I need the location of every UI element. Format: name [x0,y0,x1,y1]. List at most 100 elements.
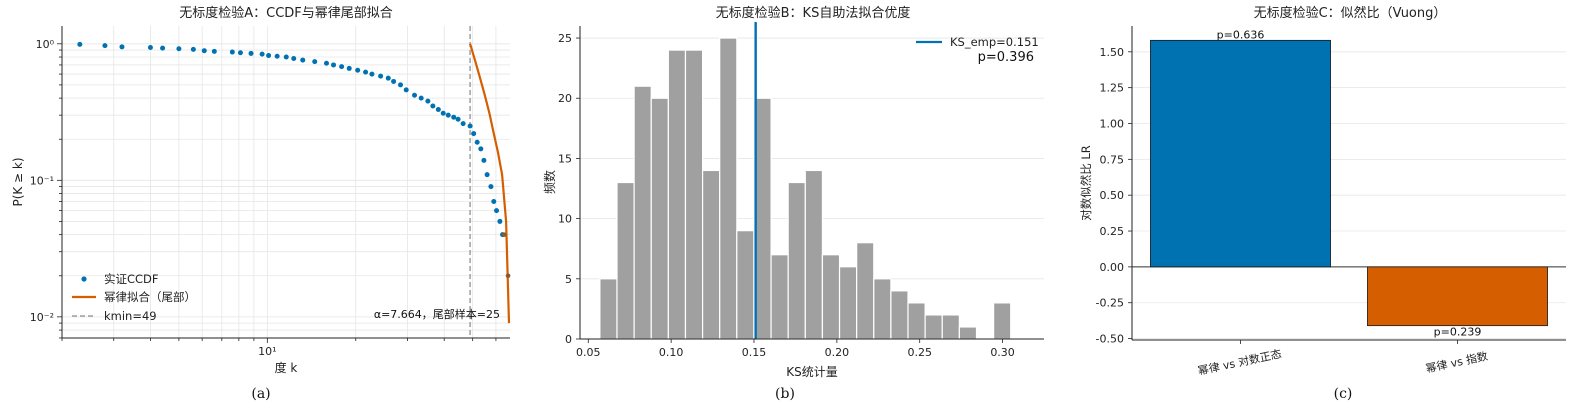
ccdf-point [460,121,466,127]
panel-b-caption: (b) [775,386,795,402]
x-tick-label: 幂律 vs 对数正态 [1197,346,1283,377]
ccdf-point [77,41,83,47]
y-tick-label: 10⁻² [30,311,54,324]
histogram-bar [616,181,635,340]
ccdf-point [378,73,384,79]
histogram-bar [924,314,943,340]
panel-a-ylabel: P(K ≥ k) [11,157,25,206]
histogram-bar [958,326,978,340]
panel-a-xlabel: 度 k [275,360,298,375]
panel-b-ticks: 0 5 10 15 20 25 0.05 0.10 0.15 0.20 0.25 0.30 [558,32,1015,359]
lr-bar [1150,39,1331,268]
ccdf-point [300,57,306,63]
ccdf-point [418,95,424,101]
ccdf-point [147,44,153,50]
y-tick-label: 0 [565,333,572,346]
ccdf-point [102,43,108,49]
panel-a-annotation: α=7.664，尾部样本=25 [374,307,500,321]
panel-a-grid [61,26,510,339]
histogram-bar [650,97,669,340]
panel-b-title: 无标度检验B：KS自助法拟合优度 [716,5,911,21]
legend-label-ccdf: 实证CCDF [104,272,159,286]
legend-label-ks-emp: KS_emp=0.151 [950,35,1039,49]
ccdf-point [494,208,500,214]
y-tick-label: 10⁻¹ [30,174,54,187]
histogram-bar [907,302,926,340]
ccdf-point [363,69,369,75]
ccdf-point [323,60,329,66]
panel-c-ylabel: 对数似然比 LR [1079,145,1093,221]
ccdf-point [331,62,337,68]
y-tick-label: 25 [558,32,572,45]
ccdf-point [471,131,477,137]
x-tick-label: 0.25 [907,346,932,359]
x-tick-label: 0.15 [742,346,767,359]
histogram-bar [787,181,806,340]
ccdf-point [291,56,297,62]
histogram-bar [667,49,687,340]
lr-bar [1367,266,1548,327]
histogram-bar [804,169,824,340]
panel-a-marks [77,26,511,338]
panel-b-xlabel: KS统计量 [786,365,838,379]
panel-a-title: 无标度检验A：CCDF与幂律尾部拟合 [179,5,393,21]
ccdf-point [478,146,484,152]
panel-a: 无标度检验A：CCDF与幂律尾部拟合 10¹ 10⁰ 10⁻¹ 10⁻² 度 k P(… [11,5,511,402]
y-tick-label: 0.75 [1100,153,1125,166]
histogram-bar [719,37,738,340]
y-tick-label: 1.00 [1100,117,1125,130]
ccdf-point [160,45,166,51]
y-tick-label: 0.50 [1100,189,1125,202]
panel-b-legend: KS_emp=0.151 p=0.396 [916,35,1039,65]
histogram-bar [736,230,755,340]
x-tick-label: 0.30 [990,346,1015,359]
y-tick-label: 5 [565,273,572,286]
ccdf-point [484,172,490,178]
ccdf-point [425,98,431,104]
ccdf-point [190,46,196,52]
legend-label-kmin: kmin=49 [104,309,157,323]
x-tick-label: 0.20 [825,346,850,359]
y-tick-label: -0.25 [1096,297,1124,310]
ccdf-point [445,112,451,118]
ccdf-point [412,92,418,98]
ccdf-point [440,110,446,116]
ccdf-point [259,51,265,57]
ccdf-point [435,107,441,113]
ccdf-point [346,65,352,71]
ccdf-point [274,53,280,59]
ccdf-point [430,103,436,109]
ccdf-point [355,67,361,73]
ccdf-point [455,116,461,122]
panel-b-p-value: p=0.396 [978,50,1034,65]
tail-marker-point [501,232,507,237]
histogram-bar [838,266,858,340]
ccdf-point [176,46,182,52]
ccdf-point [312,59,318,65]
ccdf-point [403,87,409,93]
ccdf-point [237,50,243,56]
lr-bar-label: p=0.636 [1217,28,1265,41]
panel-a-ticks: 10¹ 10⁰ 10⁻¹ 10⁻² [30,38,497,358]
panel-c-bars: p=0.636 p=0.239 [1150,28,1548,339]
histogram-bar [993,302,1012,340]
panel-b-ylabel: 频数 [542,170,557,194]
y-tick-label: -0.50 [1096,333,1124,346]
lr-bar-label: p=0.239 [1434,326,1482,339]
ccdf-point [491,198,497,204]
y-tick-label: 1.50 [1100,46,1125,59]
ccdf-point [397,82,403,88]
ccdf-point [497,218,503,224]
y-tick-label: 10⁰ [36,38,55,51]
y-tick-label: 0.00 [1100,261,1125,274]
panel-c-title: 无标度检验C：似然比（Vuong） [1254,5,1447,21]
panel-a-caption: (a) [251,386,270,402]
ccdf-point [339,64,345,70]
ccdf-point [119,44,125,50]
ccdf-point [266,53,272,59]
panel-b-bars [599,37,1012,340]
ccdf-point [488,184,494,190]
ccdf-point [391,78,397,84]
